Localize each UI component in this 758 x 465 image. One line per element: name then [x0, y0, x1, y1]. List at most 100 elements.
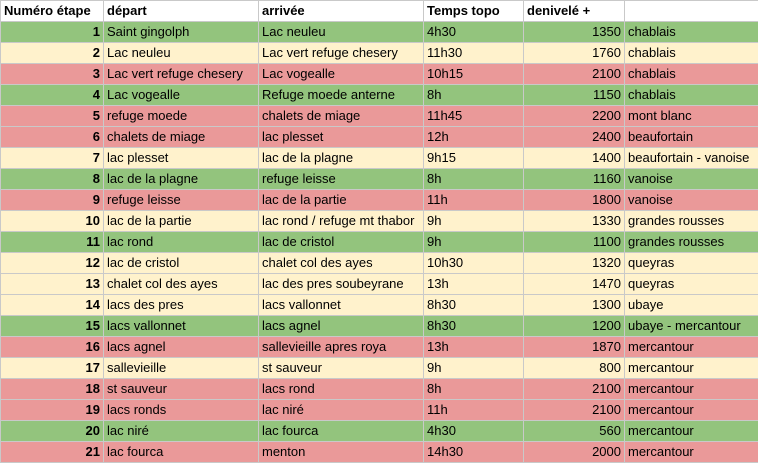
header-numero-etape[interactable]: Numéro étape [0, 0, 104, 22]
cell-depart[interactable]: refuge leisse [103, 189, 259, 211]
cell-arrivee[interactable]: lac de la plagne [258, 147, 424, 169]
cell-temps-topo[interactable]: 8h30 [423, 315, 524, 337]
cell-numero-etape[interactable]: 15 [0, 315, 104, 337]
cell-temps-topo[interactable]: 8h [423, 378, 524, 400]
cell-numero-etape[interactable]: 14 [0, 294, 104, 316]
cell-numero-etape[interactable]: 16 [0, 336, 104, 358]
cell-denivele[interactable]: 1760 [523, 42, 625, 64]
cell-denivele[interactable]: 1320 [523, 252, 625, 274]
cell-depart[interactable]: lacs ronds [103, 399, 259, 421]
cell-temps-topo[interactable]: 13h [423, 336, 524, 358]
cell-depart[interactable]: sallevieille [103, 357, 259, 379]
cell-denivele[interactable]: 1160 [523, 168, 625, 190]
cell-arrivee[interactable]: lacs rond [258, 378, 424, 400]
cell-temps-topo[interactable]: 8h30 [423, 294, 524, 316]
cell-denivele[interactable]: 560 [523, 420, 625, 442]
cell-numero-etape[interactable]: 4 [0, 84, 104, 106]
cell-depart[interactable]: lacs des pres [103, 294, 259, 316]
cell-temps-topo[interactable]: 4h30 [423, 420, 524, 442]
cell-denivele[interactable]: 2100 [523, 378, 625, 400]
cell-numero-etape[interactable]: 2 [0, 42, 104, 64]
cell-arrivee[interactable]: refuge leisse [258, 168, 424, 190]
cell-numero-etape[interactable]: 21 [0, 441, 104, 463]
cell-denivele[interactable]: 1470 [523, 273, 625, 295]
cell-arrivee[interactable]: st sauveur [258, 357, 424, 379]
cell-temps-topo[interactable]: 12h [423, 126, 524, 148]
cell-arrivee[interactable]: chalet col des ayes [258, 252, 424, 274]
cell-denivele[interactable]: 2400 [523, 126, 625, 148]
cell-region[interactable]: mont blanc [624, 105, 758, 127]
cell-temps-topo[interactable]: 9h15 [423, 147, 524, 169]
cell-temps-topo[interactable]: 9h [423, 231, 524, 253]
cell-arrivee[interactable]: lac de la partie [258, 189, 424, 211]
cell-depart[interactable]: lac niré [103, 420, 259, 442]
cell-numero-etape[interactable]: 18 [0, 378, 104, 400]
cell-denivele[interactable]: 2200 [523, 105, 625, 127]
header-region[interactable] [624, 0, 758, 22]
cell-arrivee[interactable]: Lac vogealle [258, 63, 424, 85]
cell-numero-etape[interactable]: 8 [0, 168, 104, 190]
cell-numero-etape[interactable]: 12 [0, 252, 104, 274]
cell-region[interactable]: beaufortain - vanoise [624, 147, 758, 169]
cell-arrivee[interactable]: lacs vallonnet [258, 294, 424, 316]
cell-arrivee[interactable]: menton [258, 441, 424, 463]
cell-depart[interactable]: st sauveur [103, 378, 259, 400]
cell-region[interactable]: chablais [624, 21, 758, 43]
cell-region[interactable]: ubaye - mercantour [624, 315, 758, 337]
cell-denivele[interactable]: 1350 [523, 21, 625, 43]
cell-depart[interactable]: lacs agnel [103, 336, 259, 358]
cell-temps-topo[interactable]: 11h45 [423, 105, 524, 127]
cell-depart[interactable]: lacs vallonnet [103, 315, 259, 337]
cell-numero-etape[interactable]: 9 [0, 189, 104, 211]
cell-region[interactable]: mercantour [624, 357, 758, 379]
cell-arrivee[interactable]: chalets de miage [258, 105, 424, 127]
cell-numero-etape[interactable]: 20 [0, 420, 104, 442]
cell-depart[interactable]: lac fourca [103, 441, 259, 463]
cell-arrivee[interactable]: lac fourca [258, 420, 424, 442]
cell-region[interactable]: vanoise [624, 189, 758, 211]
cell-temps-topo[interactable]: 10h30 [423, 252, 524, 274]
cell-region[interactable]: grandes rousses [624, 231, 758, 253]
cell-region[interactable]: chablais [624, 42, 758, 64]
cell-numero-etape[interactable]: 3 [0, 63, 104, 85]
cell-temps-topo[interactable]: 13h [423, 273, 524, 295]
cell-denivele[interactable]: 2100 [523, 63, 625, 85]
cell-denivele[interactable]: 1200 [523, 315, 625, 337]
cell-depart[interactable]: lac rond [103, 231, 259, 253]
cell-region[interactable]: vanoise [624, 168, 758, 190]
cell-depart[interactable]: refuge moede [103, 105, 259, 127]
cell-numero-etape[interactable]: 7 [0, 147, 104, 169]
cell-depart[interactable]: lac de cristol [103, 252, 259, 274]
cell-region[interactable]: queyras [624, 273, 758, 295]
cell-temps-topo[interactable]: 14h30 [423, 441, 524, 463]
cell-temps-topo[interactable]: 8h [423, 168, 524, 190]
cell-depart[interactable]: Lac vogealle [103, 84, 259, 106]
cell-temps-topo[interactable]: 9h [423, 357, 524, 379]
cell-temps-topo[interactable]: 9h [423, 210, 524, 232]
cell-denivele[interactable]: 1870 [523, 336, 625, 358]
cell-numero-etape[interactable]: 5 [0, 105, 104, 127]
cell-arrivee[interactable]: Lac vert refuge chesery [258, 42, 424, 64]
cell-arrivee[interactable]: lacs agnel [258, 315, 424, 337]
cell-denivele[interactable]: 1150 [523, 84, 625, 106]
cell-depart[interactable]: chalets de miage [103, 126, 259, 148]
cell-temps-topo[interactable]: 4h30 [423, 21, 524, 43]
cell-depart[interactable]: Saint gingolph [103, 21, 259, 43]
cell-depart[interactable]: lac de la partie [103, 210, 259, 232]
cell-denivele[interactable]: 2100 [523, 399, 625, 421]
cell-denivele[interactable]: 1330 [523, 210, 625, 232]
cell-temps-topo[interactable]: 11h30 [423, 42, 524, 64]
header-denivele[interactable]: denivelé + [523, 0, 625, 22]
cell-temps-topo[interactable]: 10h15 [423, 63, 524, 85]
header-depart[interactable]: départ [103, 0, 259, 22]
header-arrivee[interactable]: arrivée [258, 0, 424, 22]
cell-region[interactable]: queyras [624, 252, 758, 274]
cell-region[interactable]: chablais [624, 63, 758, 85]
cell-denivele[interactable]: 1300 [523, 294, 625, 316]
cell-region[interactable]: beaufortain [624, 126, 758, 148]
cell-arrivee[interactable]: lac de cristol [258, 231, 424, 253]
cell-arrivee[interactable]: Refuge moede anterne [258, 84, 424, 106]
cell-depart[interactable]: Lac neuleu [103, 42, 259, 64]
cell-denivele[interactable]: 2000 [523, 441, 625, 463]
cell-region[interactable]: mercantour [624, 441, 758, 463]
